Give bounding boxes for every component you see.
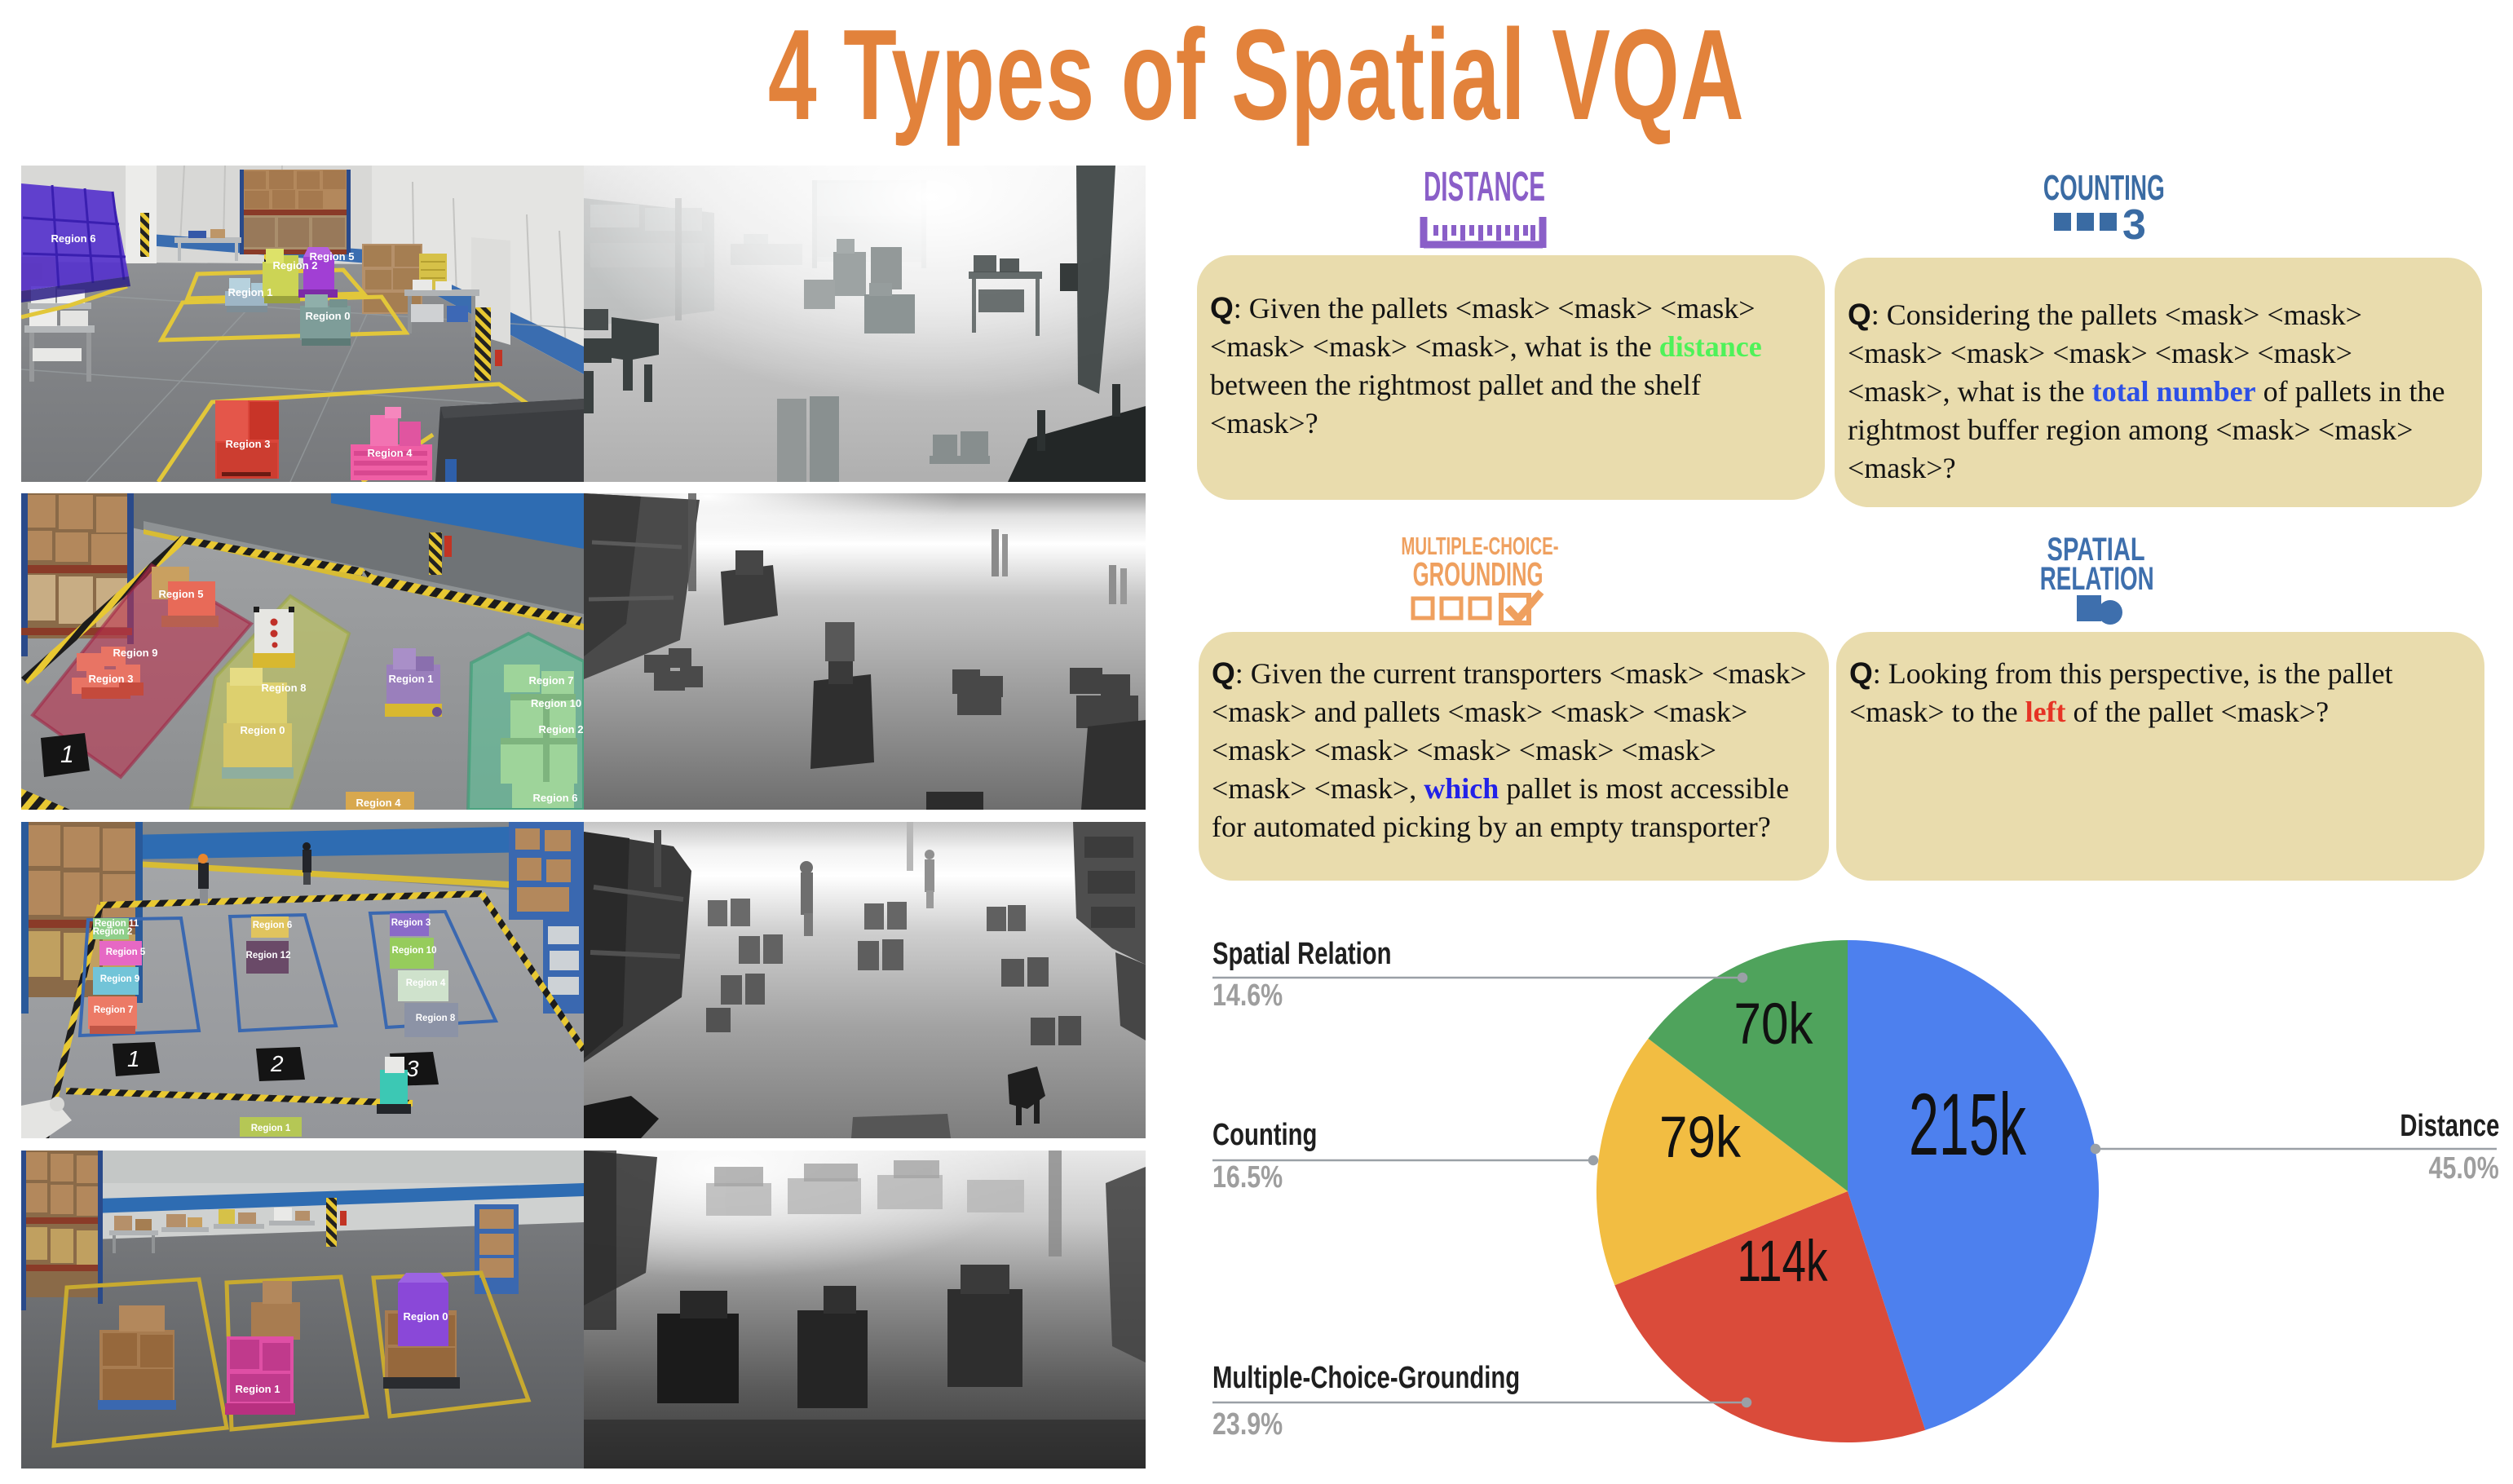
svg-text:70k: 70k xyxy=(1734,991,1813,1056)
svg-text:114k: 114k xyxy=(1737,1230,1828,1294)
svg-text:Region 2: Region 2 xyxy=(539,723,584,735)
svg-text:Region 10: Region 10 xyxy=(531,697,581,709)
svg-text:Region 7: Region 7 xyxy=(94,1005,134,1015)
svg-text:Region 0: Region 0 xyxy=(241,724,285,736)
svg-text:Region 5: Region 5 xyxy=(106,947,146,957)
svg-text:215k: 215k xyxy=(1909,1075,2026,1173)
svg-text:Region 4: Region 4 xyxy=(368,447,413,459)
svg-text:Region 12: Region 12 xyxy=(246,951,291,961)
svg-text:Region 1: Region 1 xyxy=(389,673,434,685)
svg-text:1: 1 xyxy=(60,741,74,768)
svg-text:Region 5: Region 5 xyxy=(159,588,204,600)
svg-text:Region 8: Region 8 xyxy=(416,1014,456,1023)
svg-text:Region 1: Region 1 xyxy=(251,1124,291,1133)
svg-text:Region 9: Region 9 xyxy=(113,647,158,659)
svg-text:Region 6: Region 6 xyxy=(253,921,293,930)
svg-text:Region 3: Region 3 xyxy=(391,918,431,928)
svg-text:Region 7: Region 7 xyxy=(529,674,574,687)
svg-text:1: 1 xyxy=(127,1046,140,1071)
svg-text:Region 8: Region 8 xyxy=(262,682,307,694)
svg-text:Region 1: Region 1 xyxy=(236,1383,280,1395)
svg-text:Region 4: Region 4 xyxy=(356,797,402,809)
svg-text:Region 0: Region 0 xyxy=(306,310,351,322)
svg-text:2: 2 xyxy=(270,1051,284,1076)
svg-text:Region 3: Region 3 xyxy=(89,673,134,685)
svg-text:Region 2: Region 2 xyxy=(93,927,133,937)
svg-text:Region 4: Region 4 xyxy=(406,978,446,988)
svg-text:Region 0: Region 0 xyxy=(404,1310,448,1323)
svg-text:Region 6: Region 6 xyxy=(533,792,578,804)
svg-text:Region 10: Region 10 xyxy=(392,946,437,956)
svg-text:Region 3: Region 3 xyxy=(226,438,271,450)
svg-text:Region 11: Region 11 xyxy=(95,919,139,929)
svg-text:Region 5: Region 5 xyxy=(310,250,355,263)
svg-text:Region 6: Region 6 xyxy=(51,232,96,245)
svg-text:Region 2: Region 2 xyxy=(273,259,318,272)
svg-text:Region 1: Region 1 xyxy=(228,286,273,298)
svg-text:3: 3 xyxy=(406,1056,419,1081)
svg-text:3: 3 xyxy=(2122,202,2146,245)
svg-text:Region 9: Region 9 xyxy=(100,974,140,984)
svg-text:79k: 79k xyxy=(1659,1106,1742,1170)
